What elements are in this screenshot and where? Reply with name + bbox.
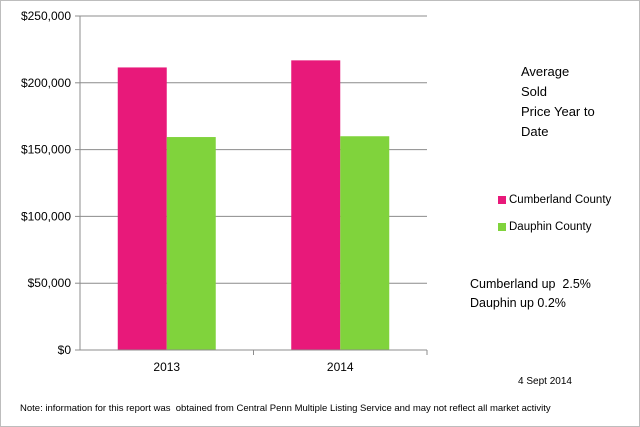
y-tick-label: $150,000 [21, 143, 71, 157]
y-tick-label: $50,000 [28, 276, 72, 290]
legend-swatch-dauphin [498, 223, 506, 231]
y-tick-label: $0 [58, 343, 72, 357]
chart-title-line: Price Year to [521, 104, 595, 119]
y-tick-label: $200,000 [21, 76, 71, 90]
x-axis-ticks: 2013 2014 [153, 350, 428, 374]
legend: Cumberland County Dauphin County [498, 193, 611, 247]
bar-dauphin-county-2014 [340, 136, 390, 350]
bars [117, 60, 390, 351]
change-notes: Cumberland up 2.5% Dauphin up 0.2% [470, 275, 591, 313]
y-axis-ticks: $0 $50,000 $100,000 $150,000 $200,000 $250,00… [21, 9, 80, 357]
y-tick-label: $250,000 [21, 9, 71, 23]
footnote: Note: information for this report was ob… [20, 403, 551, 414]
chart-title: Average Sold Price Year to Date [521, 62, 621, 142]
legend-item-dauphin: Dauphin County [498, 220, 611, 234]
legend-item-cumberland: Cumberland County [498, 193, 611, 207]
note-dauphin: Dauphin up 0.2% [470, 296, 566, 310]
chart-title-line: Average [521, 64, 570, 79]
note-cumberland: Cumberland up 2.5% [470, 277, 591, 291]
bar-dauphin-county-2013 [166, 137, 216, 350]
date-stamp: 4 Sept 2014 [518, 376, 572, 387]
x-tick-label: 2014 [327, 360, 354, 374]
x-tick-label: 2013 [153, 360, 180, 374]
legend-label: Cumberland County [509, 194, 612, 206]
bar-cumberland-county-2014 [291, 60, 341, 351]
legend-label: Dauphin County [509, 221, 592, 233]
y-tick-label: $100,000 [21, 209, 71, 223]
chart-title-line: Date [521, 124, 549, 139]
chart-title-line: Sold [521, 84, 548, 99]
bar-cumberland-county-2013 [117, 67, 167, 350]
legend-swatch-cumberland [498, 196, 506, 204]
